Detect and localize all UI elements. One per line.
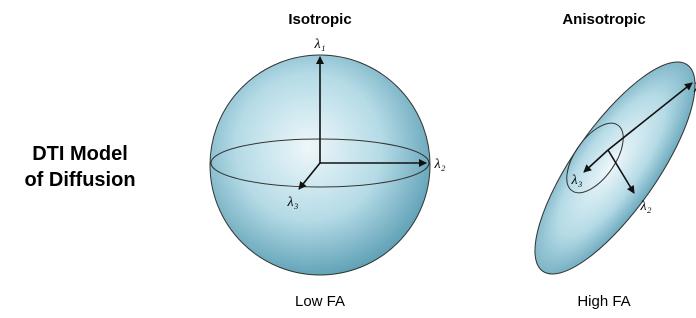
axis-label: λ₃ — [287, 195, 299, 210]
label-line: DTI Model — [32, 143, 128, 165]
panel-title: Isotropic — [288, 11, 351, 28]
axis-label: λ₂ — [434, 157, 446, 172]
ellipsoid — [508, 41, 696, 296]
label-line: of Diffusion — [24, 169, 135, 191]
axis-label: λ₃ — [571, 173, 583, 188]
panel-caption: High FA — [577, 293, 630, 310]
panel-title: Anisotropic — [562, 11, 645, 28]
diagram: DTI Model of Diffusion Isotropic λ₁ λ₂ λ… — [0, 0, 696, 318]
axis-label: λ₂ — [640, 199, 652, 214]
axis-label: λ₁ — [314, 37, 326, 52]
panel-caption: Low FA — [295, 293, 345, 310]
